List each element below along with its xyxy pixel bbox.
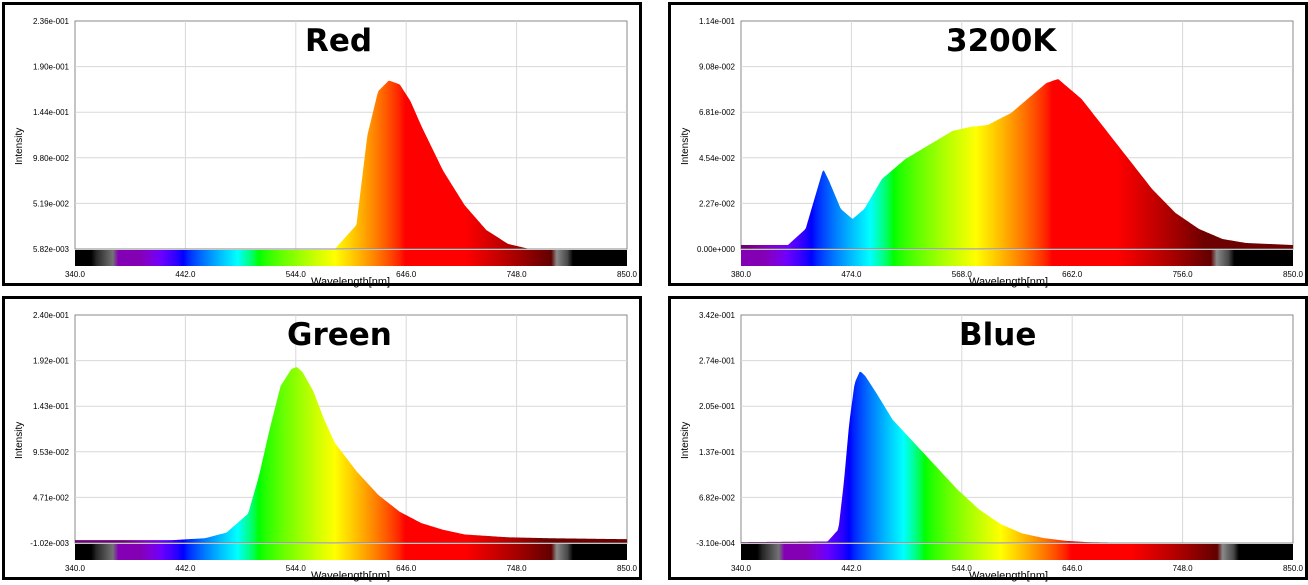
y-axis-label: Intensity	[680, 127, 691, 165]
y-tick-label: 5.19e-002	[33, 199, 70, 208]
y-axis-label: Intensity	[14, 421, 25, 459]
y-tick-label: 1.92e-001	[33, 357, 70, 366]
x-axis-label: Wavelength[nm]	[311, 276, 391, 288]
y-tick-label: 4.54e-002	[699, 154, 736, 163]
chart-title: Blue	[959, 317, 1037, 353]
x-tick-label: 442.0	[175, 270, 196, 279]
y-axis-label: Intensity	[14, 127, 25, 165]
x-tick-label: 442.0	[175, 564, 196, 573]
x-tick-label: 544.0	[952, 564, 973, 573]
y-axis-label: Intensity	[680, 421, 691, 459]
plot-area	[740, 314, 1294, 544]
y-tick-label: 2.27e-002	[699, 199, 736, 208]
y-tick-label: -3.10e-004	[696, 539, 735, 548]
x-axis-label: Wavelength[nm]	[969, 276, 1049, 288]
y-tick-label: 2.05e-001	[699, 402, 736, 411]
y-tick-label: 2.40e-001	[33, 311, 70, 320]
y-tick-label: 3.42e-001	[699, 311, 736, 320]
y-tick-label: 9.80e-002	[33, 154, 70, 163]
y-tick-label: 4.71e-002	[33, 493, 70, 502]
x-tick-label: 380.0	[731, 270, 752, 279]
wavelength-colorbar	[741, 250, 1293, 266]
x-tick-label: 442.0	[841, 564, 862, 573]
y-tick-label: -1.02e-003	[30, 539, 69, 548]
x-tick-label: 748.0	[1173, 564, 1194, 573]
spectrum-area	[741, 371, 1293, 543]
plot-area	[74, 20, 628, 250]
chart-green: 340.0 442.0 544.0 646.0 748.0 850.0 2.40e-001 1…	[30, 311, 638, 573]
x-tick-label: 748.0	[507, 564, 528, 573]
x-tick-label: 544.0	[286, 564, 307, 573]
x-axis-label: Wavelength[nm]	[311, 570, 391, 582]
wavelength-colorbar	[75, 544, 627, 560]
x-tick-label: 340.0	[65, 564, 86, 573]
y-tick-label: 6.81e-002	[699, 108, 736, 117]
wavelength-colorbar	[75, 250, 627, 266]
x-tick-label: 340.0	[731, 564, 752, 573]
spectrum-area	[741, 79, 1293, 249]
spectrum-area	[75, 367, 627, 543]
x-axis-label: Wavelength[nm]	[969, 570, 1049, 582]
panel-green: 340.0 442.0 544.0 646.0 748.0 850.0 2.40e-001 1…	[2, 296, 642, 582]
x-tick-label: 568.0	[952, 270, 973, 279]
x-tick-label: 850.0	[1283, 270, 1304, 279]
chart-title: 3200K	[946, 23, 1057, 59]
y-tick-label: 9.08e-002	[699, 63, 736, 72]
x-tick-label: 646.0	[396, 564, 417, 573]
chart-3200k: 380.0 474.0 568.0 662.0 756.0 850.0 1.14e-001 9…	[697, 17, 1304, 279]
y-tick-label: 9.53e-002	[33, 448, 70, 457]
chart-red: 340.0 442.0 544.0 646.0 748.0 850.0 2.36e-001 1…	[33, 17, 638, 279]
x-tick-label: 850.0	[617, 564, 638, 573]
x-tick-label: 662.0	[1062, 270, 1083, 279]
y-tick-label: 1.37e-001	[699, 448, 736, 457]
y-tick-label: 1.44e-001	[33, 108, 70, 117]
panel-blue: 340.0 442.0 544.0 646.0 748.0 850.0 3.42e-001 2…	[668, 296, 1308, 582]
x-tick-label: 544.0	[286, 270, 307, 279]
y-tick-label: 6.82e-002	[699, 493, 736, 502]
y-tick-label: 1.90e-001	[33, 63, 70, 72]
y-tick-label: 1.43e-001	[33, 402, 70, 411]
x-tick-label: 646.0	[1062, 564, 1083, 573]
y-tick-label: 5.82e-003	[33, 245, 70, 254]
x-tick-label: 748.0	[507, 270, 528, 279]
x-tick-label: 474.0	[841, 270, 862, 279]
chart-title: Red	[305, 23, 373, 59]
chart-blue: 340.0 442.0 544.0 646.0 748.0 850.0 3.42e-001 2…	[696, 311, 1304, 573]
chart-title: Green	[287, 317, 392, 353]
y-tick-label: 2.74e-001	[699, 357, 736, 366]
x-tick-label: 850.0	[617, 270, 638, 279]
x-tick-label: 646.0	[396, 270, 417, 279]
y-tick-label: 1.14e-001	[699, 17, 736, 26]
x-tick-label: 340.0	[65, 270, 86, 279]
panel-3200k: 380.0 474.0 568.0 662.0 756.0 850.0 1.14e-001 9…	[668, 2, 1308, 288]
wavelength-colorbar	[741, 544, 1293, 560]
panel-red: 340.0 442.0 544.0 646.0 748.0 850.0 2.36e-001 1…	[2, 2, 642, 288]
x-tick-label: 756.0	[1173, 270, 1194, 279]
y-tick-label: 0.00e+000	[697, 245, 736, 254]
y-tick-label: 2.36e-001	[33, 17, 70, 26]
x-tick-label: 850.0	[1283, 564, 1304, 573]
